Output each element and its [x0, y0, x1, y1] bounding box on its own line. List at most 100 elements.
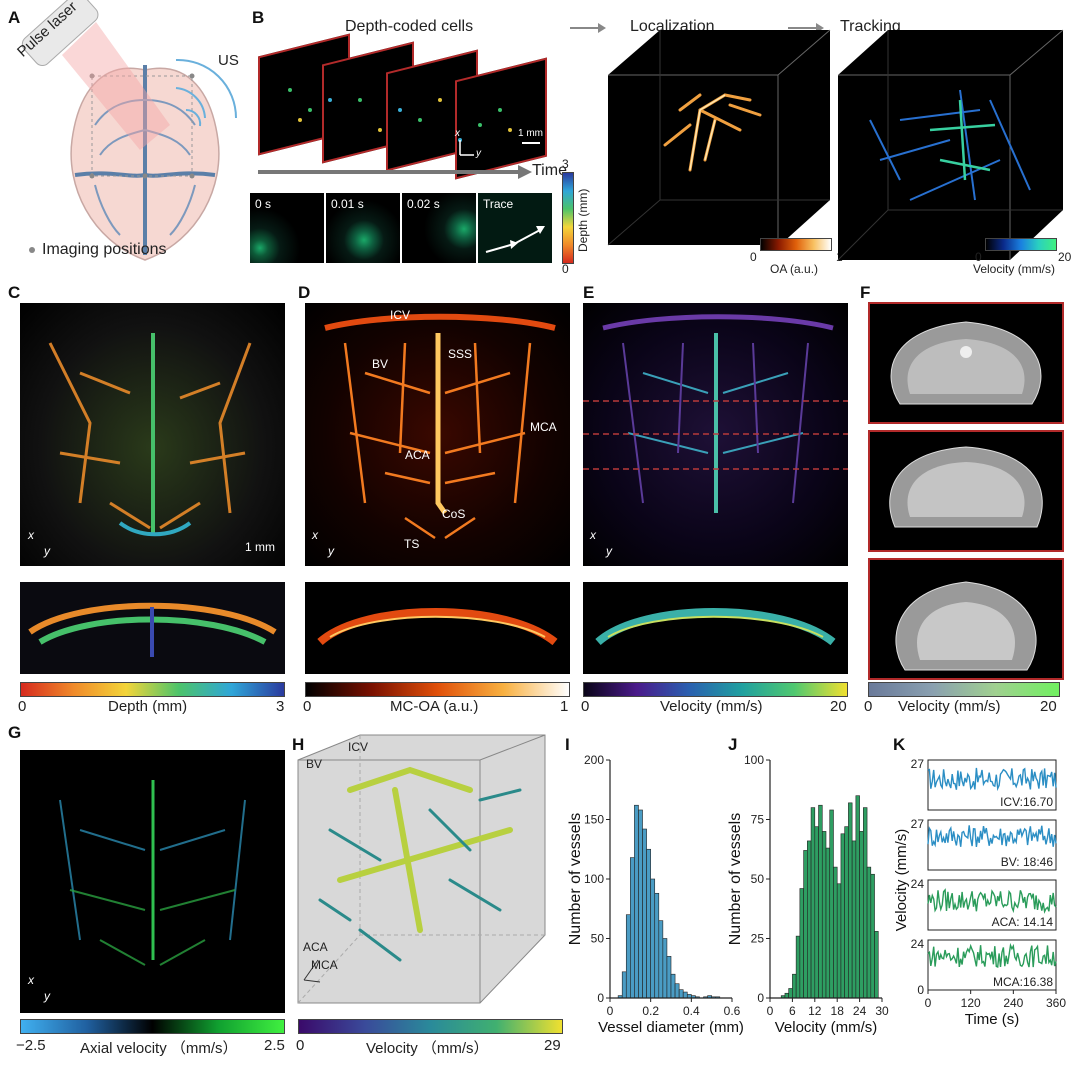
e-axis-x: x [590, 528, 596, 542]
coronal-slice-3 [868, 558, 1064, 680]
hist-j-bar [825, 847, 831, 999]
depth-colorbar-c [20, 682, 285, 697]
velocity-colorbar-e [583, 682, 848, 697]
hist-i-bar [658, 920, 664, 999]
velocity-trace-line [927, 767, 1057, 792]
hist-j-y-tick-label: 100 [744, 753, 764, 767]
h-cbar-min: 0 [296, 1037, 305, 1054]
trace-series-name: ICV:16.70 [1000, 795, 1053, 809]
hist-j-bar [814, 826, 819, 999]
g-axis-y: y [44, 989, 50, 1003]
hist-j-bar [836, 883, 842, 999]
trace-x-tick-label: 240 [1003, 996, 1023, 1010]
h-label-bv: BV [306, 757, 323, 771]
panel-label-h: H [292, 735, 305, 754]
g-cbar-label: Axial velocity （mm/s） [80, 1040, 238, 1057]
c-axis-x: x [28, 528, 34, 542]
hist-j-x-tick-label: 0 [767, 1004, 774, 1018]
mc-oa-side-view [305, 582, 570, 674]
mouse-brain-illustration [21, 0, 237, 261]
hist-j-y-tick-label: 25 [751, 932, 765, 946]
hist-j-x-tick-label: 24 [853, 1004, 867, 1018]
hist-j-bar [874, 931, 879, 999]
localization-cube [607, 29, 831, 246]
hist-j-bar [810, 807, 816, 999]
depth-coded-side-view [20, 582, 285, 674]
hist-j-bar [784, 992, 789, 999]
hist-i-x-tick-label: 0 [607, 1004, 614, 1018]
hist-j-bar [863, 807, 868, 999]
vel-b-cbar-label: Velocity (mm/s) [973, 262, 1056, 276]
hist-j-bar [870, 873, 875, 999]
hist-i-bar [650, 878, 656, 999]
hist-j-bar [799, 888, 804, 999]
d-cbar-min: 0 [303, 698, 312, 715]
hist-j-y-label: Number of vessels [727, 813, 744, 946]
vel-b-cbar-max: 20 [1058, 250, 1072, 264]
hist-i-y-tick-label: 150 [584, 813, 604, 827]
f-cbar-max: 20 [1040, 698, 1057, 715]
time-frame-002s [402, 193, 476, 263]
trace-series-name: MCA:16.38 [993, 975, 1053, 989]
velocity-colorbar-f [868, 682, 1060, 697]
tracking-title: Tracking [840, 18, 901, 35]
hist-j-bar [866, 866, 872, 999]
trace-frame [927, 939, 1057, 991]
d-axis-y: y [328, 544, 334, 558]
time-label: Time [532, 162, 567, 179]
hist-i-x-tick-label: 0.2 [642, 1004, 659, 1018]
hist-j-bar [807, 840, 812, 999]
hist-j-y-tick-label: 50 [751, 872, 765, 886]
c-cbar-label: Depth (mm) [108, 698, 188, 715]
mcoa-colorbar-d [305, 682, 570, 697]
hist-i-bar [662, 938, 668, 999]
frame-dots [258, 88, 540, 179]
trace-series-name: BV: 18:46 [1001, 855, 1054, 869]
hist-i-y-label: Number of vessels [567, 813, 584, 946]
panel-label-g: G [8, 723, 22, 742]
velocity-trace-line [927, 888, 1057, 914]
coronal-slice-2 [868, 430, 1064, 552]
hist-j-x-label: Velocity (mm/s) [775, 1019, 878, 1036]
hist-j-bar [855, 795, 860, 999]
time-frame-label-1: 0.01 s [331, 197, 364, 211]
hist-i-x-tick-label: 0.4 [683, 1004, 700, 1018]
hist-j-x-tick-label: 12 [808, 1004, 822, 1018]
hist-i-bar [642, 828, 647, 999]
trace-ymax-label: 27 [911, 817, 925, 831]
panel-label-d: D [298, 283, 311, 302]
hist-j-y-tick-label: 75 [751, 813, 765, 827]
trace-y-zero: 0 [917, 983, 924, 997]
hist-i-bar [682, 991, 688, 999]
tracking-cube [837, 29, 1064, 261]
d-label-sss: SSS [448, 347, 473, 361]
panel-label-f: F [860, 283, 871, 302]
trace-frame [927, 879, 1057, 931]
time-frame-001s [326, 193, 400, 263]
us-label: US [218, 52, 239, 69]
imaging-positions-legend: Imaging positions [42, 241, 167, 258]
d-axis-x: x [312, 528, 318, 542]
trace-x-label: Time (s) [965, 1011, 1019, 1028]
depth-coded-brain-image [20, 303, 285, 566]
hist-i-y-tick-label: 0 [597, 991, 604, 1005]
frame-scale-bar-label: 1 mm [518, 128, 543, 139]
e-cbar-max: 20 [830, 698, 847, 715]
hist-i-bar [670, 973, 676, 999]
d-label-mca: MCA [530, 420, 557, 434]
trace-x-tick-label: 120 [961, 996, 981, 1010]
oa-colorbar [760, 238, 832, 251]
hist-j-bar [859, 831, 864, 999]
panel-label-c: C [8, 283, 21, 302]
g-cbar-min: −2.5 [16, 1037, 46, 1054]
trace-ymax-label: 24 [911, 877, 925, 891]
hist-j-bar [829, 809, 834, 999]
h-label-mca: MCA [311, 958, 338, 972]
g-axis-x: x [28, 973, 34, 987]
hist-i-y-tick-label: 50 [591, 932, 605, 946]
hist-j-bar [795, 935, 801, 999]
d-label-aca: ACA [405, 448, 430, 462]
h-cbar-label: Velocity （mm/s） [366, 1040, 489, 1057]
axial-velocity-image [20, 750, 285, 1013]
